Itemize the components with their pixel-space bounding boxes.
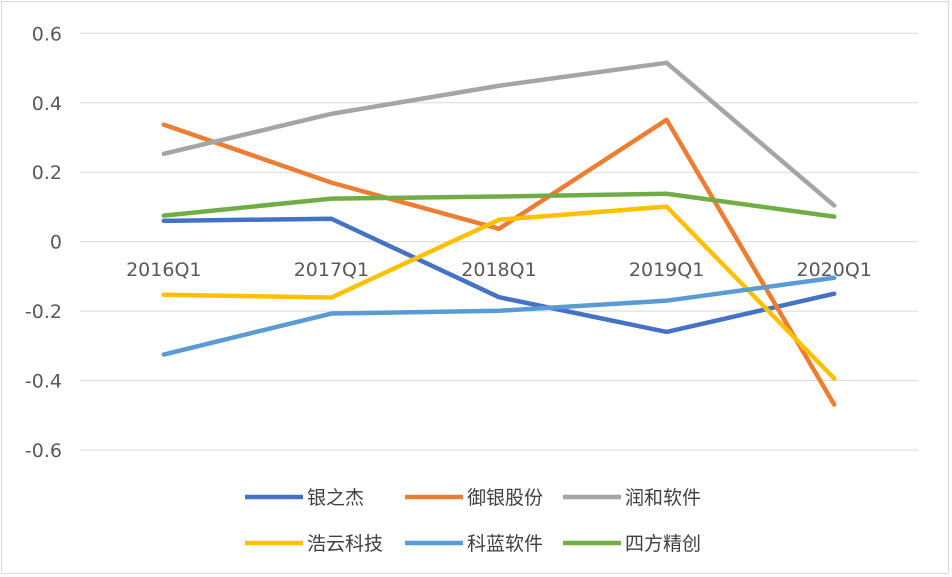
y-tick-label: 0 <box>50 232 62 254</box>
y-tick-label: 0.2 <box>32 162 62 184</box>
y-tick-label: -0.4 <box>25 371 62 393</box>
legend-label: 四方精创 <box>625 533 701 555</box>
x-tick-label: 2020Q1 <box>796 259 871 281</box>
y-tick-label: 0.6 <box>32 23 62 45</box>
series-line-4 <box>161 275 837 357</box>
legend-label: 御银股份 <box>467 487 543 509</box>
legend-label: 润和软件 <box>625 487 701 509</box>
series-line-5 <box>161 191 837 219</box>
legend-label: 银之杰 <box>307 487 364 509</box>
x-tick-label: 2017Q1 <box>294 259 369 281</box>
x-tick-label: 2019Q1 <box>629 259 704 281</box>
series-line-1 <box>161 117 837 407</box>
x-tick-label: 2016Q1 <box>126 259 201 281</box>
series-line-3 <box>161 204 837 381</box>
x-tick-label: 2018Q1 <box>461 259 536 281</box>
legend-label: 科蓝软件 <box>467 533 543 555</box>
series-line-2 <box>161 60 837 208</box>
legend-label: 浩云科技 <box>307 533 383 555</box>
y-tick-label: -0.6 <box>25 440 62 462</box>
y-tick-label: -0.2 <box>25 301 62 323</box>
y-tick-label: 0.4 <box>32 93 62 115</box>
series-line-0 <box>161 216 837 335</box>
